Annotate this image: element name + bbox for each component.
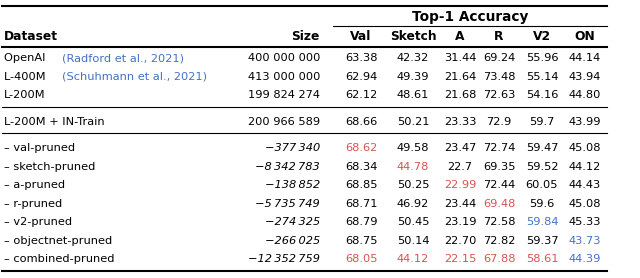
Text: 23.19: 23.19 [444,217,476,227]
Text: 68.05: 68.05 [345,254,377,264]
Text: 68.62: 68.62 [345,143,377,153]
Text: 68.66: 68.66 [345,117,377,127]
Text: −377 340: −377 340 [265,143,320,153]
Text: – val-pruned: – val-pruned [4,143,75,153]
Text: 200 966 589: 200 966 589 [248,117,320,127]
Text: 54.16: 54.16 [526,90,558,100]
Text: 68.75: 68.75 [345,236,377,246]
Text: 63.38: 63.38 [345,53,377,63]
Text: (Radford et al., 2021): (Radford et al., 2021) [62,53,184,63]
Text: 45.33: 45.33 [569,217,601,227]
Text: 22.70: 22.70 [444,236,476,246]
Text: Top-1 Accuracy: Top-1 Accuracy [412,10,528,24]
Text: 44.39: 44.39 [569,254,601,264]
Text: R: R [494,31,504,43]
Text: 55.14: 55.14 [525,72,558,82]
Text: 67.88: 67.88 [483,254,515,264]
Text: 59.52: 59.52 [525,162,558,172]
Text: 44.12: 44.12 [569,162,601,172]
Text: 50.45: 50.45 [397,217,429,227]
Text: 58.61: 58.61 [525,254,558,264]
Text: 55.96: 55.96 [525,53,558,63]
Text: 44.78: 44.78 [397,162,429,172]
Text: A: A [455,31,465,43]
Text: −12 352 759: −12 352 759 [248,254,320,264]
Text: V2: V2 [533,31,551,43]
Text: 22.99: 22.99 [444,180,476,190]
Text: (Schuhmann et al., 2021): (Schuhmann et al., 2021) [62,72,207,82]
Text: 413 000 000: 413 000 000 [248,72,320,82]
Text: ON: ON [575,31,595,43]
Text: 72.58: 72.58 [483,217,515,227]
Text: 50.14: 50.14 [397,236,429,246]
Text: Dataset: Dataset [4,31,58,43]
Text: 49.58: 49.58 [397,143,429,153]
Text: 59.37: 59.37 [525,236,558,246]
Text: 50.21: 50.21 [397,117,429,127]
Text: 72.44: 72.44 [483,180,515,190]
Text: – a-pruned: – a-pruned [4,180,65,190]
Text: 72.63: 72.63 [483,90,515,100]
Text: 22.7: 22.7 [447,162,472,172]
Text: 68.34: 68.34 [345,162,377,172]
Text: −5 735 749: −5 735 749 [255,199,320,209]
Text: 59.6: 59.6 [529,199,555,209]
Text: 68.85: 68.85 [345,180,377,190]
Text: 72.82: 72.82 [483,236,515,246]
Text: −8 342 783: −8 342 783 [255,162,320,172]
Text: L-200M + IN-Train: L-200M + IN-Train [4,117,104,127]
Text: 59.7: 59.7 [529,117,555,127]
Text: – sketch-pruned: – sketch-pruned [4,162,95,172]
Text: 44.14: 44.14 [569,53,601,63]
Text: – r-pruned: – r-pruned [4,199,62,209]
Text: 23.33: 23.33 [444,117,476,127]
Text: 50.25: 50.25 [397,180,429,190]
Text: 21.68: 21.68 [444,90,476,100]
Text: 45.08: 45.08 [569,143,601,153]
Text: 21.64: 21.64 [444,72,476,82]
Text: 23.47: 23.47 [444,143,476,153]
Text: 49.39: 49.39 [397,72,429,82]
Text: −266 025: −266 025 [265,236,320,246]
Text: L-400M: L-400M [4,72,49,82]
Text: 72.9: 72.9 [486,117,511,127]
Text: 73.48: 73.48 [483,72,515,82]
Text: 59.84: 59.84 [525,217,558,227]
Text: 62.94: 62.94 [345,72,377,82]
Text: −138 852: −138 852 [265,180,320,190]
Text: −274 325: −274 325 [265,217,320,227]
Text: Sketch: Sketch [390,31,436,43]
Text: 69.35: 69.35 [483,162,515,172]
Text: 62.12: 62.12 [345,90,377,100]
Text: 44.80: 44.80 [569,90,601,100]
Text: 72.74: 72.74 [483,143,515,153]
Text: 199 824 274: 199 824 274 [248,90,320,100]
Text: 44.43: 44.43 [569,180,601,190]
Text: 43.94: 43.94 [569,72,601,82]
Text: – v2-pruned: – v2-pruned [4,217,72,227]
Text: 43.73: 43.73 [569,236,601,246]
Text: Val: Val [350,31,372,43]
Text: 31.44: 31.44 [444,53,476,63]
Text: 68.79: 68.79 [345,217,377,227]
Text: 68.71: 68.71 [345,199,377,209]
Text: 45.08: 45.08 [569,199,601,209]
Text: L-200M: L-200M [4,90,45,100]
Text: 22.15: 22.15 [444,254,476,264]
Text: 46.92: 46.92 [397,199,429,209]
Text: Size: Size [292,31,320,43]
Text: 42.32: 42.32 [397,53,429,63]
Text: 43.99: 43.99 [569,117,601,127]
Text: 60.05: 60.05 [525,180,558,190]
Text: 69.48: 69.48 [483,199,515,209]
Text: 44.12: 44.12 [397,254,429,264]
Text: 59.47: 59.47 [525,143,558,153]
Text: 400 000 000: 400 000 000 [248,53,320,63]
Text: 23.44: 23.44 [444,199,476,209]
Text: OpenAI: OpenAI [4,53,49,63]
Text: 69.24: 69.24 [483,53,515,63]
Text: – combined-pruned: – combined-pruned [4,254,115,264]
Text: 48.61: 48.61 [397,90,429,100]
Text: – objectnet-pruned: – objectnet-pruned [4,236,112,246]
